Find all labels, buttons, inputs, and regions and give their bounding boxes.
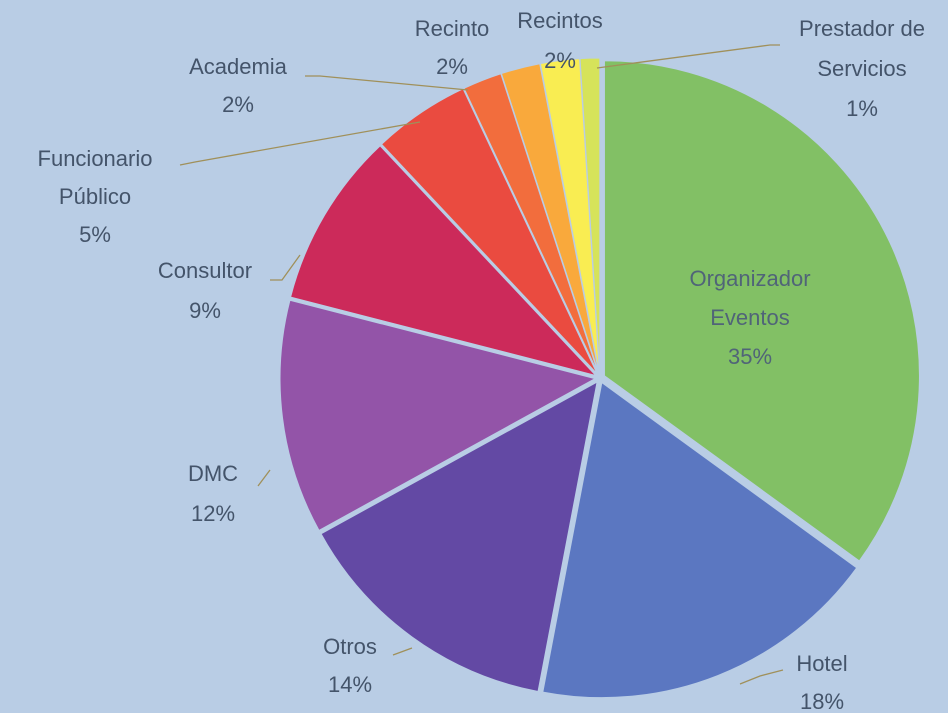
pie-slice [289,145,598,377]
pie-slice [463,73,599,374]
value-label: 2% [222,92,254,117]
leader-line [305,75,469,91]
value-label: 5% [79,222,111,247]
slice-label: Funcionario Público [38,146,153,209]
label-line: Eventos [710,305,790,330]
slice-label: Recintos [517,8,603,33]
pie-slice [500,63,600,374]
leader-line [257,469,271,487]
value-label: 12% [191,501,235,526]
value-label: 14% [328,672,372,697]
value-label: 1% [846,96,878,121]
leader-line [179,121,421,166]
label-line: Otros [323,634,377,659]
slice-label: Consultor [158,258,252,283]
label-line: Recinto [415,16,490,41]
label-line: DMC [188,461,238,486]
pie-slice [320,381,598,693]
pie-slice [542,381,858,699]
slice-label: Hotel [796,651,847,676]
leader-line [392,647,413,656]
label-line: Prestador de [799,16,925,41]
value-label: 18% [800,689,844,713]
label-line: Servicios [817,56,906,81]
slice-label: Prestador de Servicios [799,16,925,81]
leader-line [739,669,784,685]
label-line: Recintos [517,8,603,33]
label-line: Funcionario [38,146,153,171]
pie-slice [279,299,597,532]
label-line: Público [59,184,131,209]
slice-label: DMC [188,461,238,486]
leader-line [596,44,780,69]
label-line: Academia [189,54,288,79]
slice-label: Recinto [415,16,490,41]
slice-label: Otros [323,634,377,659]
leader-line [270,254,301,281]
pie-slice [603,60,920,562]
value-label: 2% [544,48,576,73]
pie-slice [579,57,601,374]
label-line: Organizador [689,266,810,291]
value-label: 35% [728,344,772,369]
label-line: Hotel [796,651,847,676]
label-line: Consultor [158,258,252,283]
value-label: 2% [436,54,468,79]
slice-label: Academia [189,54,288,79]
slice-label: Organizador Eventos [689,266,810,330]
value-label: 9% [189,298,221,323]
